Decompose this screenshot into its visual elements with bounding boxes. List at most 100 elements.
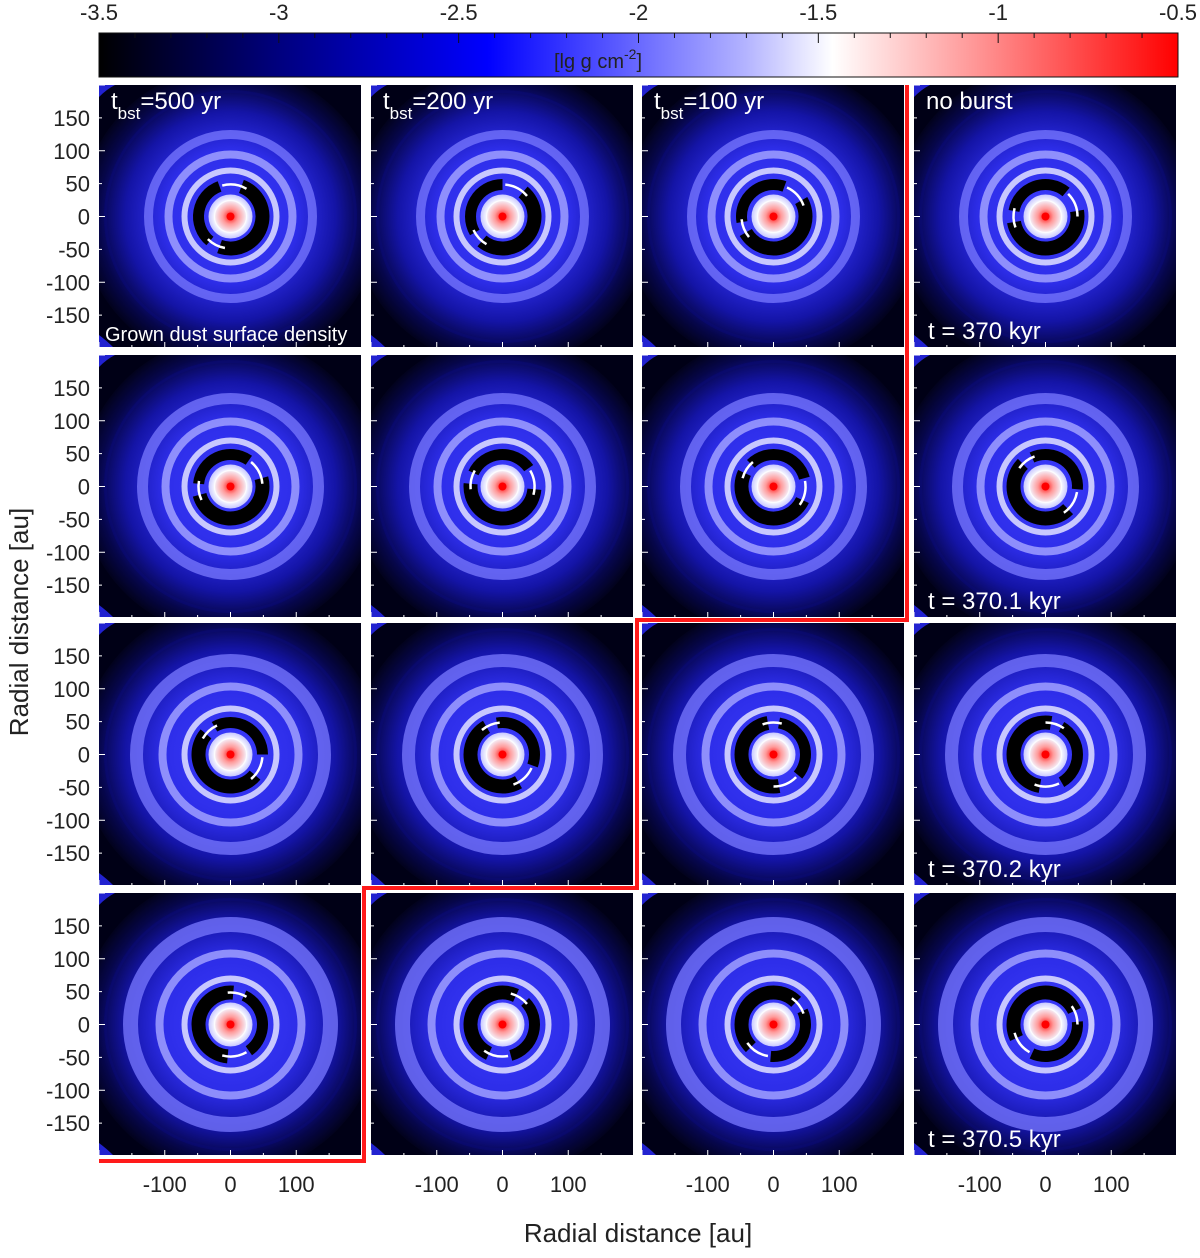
protostar bbox=[498, 482, 507, 491]
protostar bbox=[226, 482, 235, 491]
spiral-arc bbox=[221, 183, 248, 190]
dust-ring bbox=[164, 150, 297, 283]
corner-feature bbox=[371, 355, 387, 367]
y-tick-label: -150 bbox=[46, 573, 90, 598]
spiral-arc bbox=[1012, 207, 1017, 228]
column-title: tbst=100 yr bbox=[654, 88, 764, 123]
dust-ring bbox=[453, 437, 552, 536]
corner-feature bbox=[99, 873, 113, 885]
x-tick-label: -100 bbox=[686, 1172, 730, 1197]
protostar bbox=[769, 1020, 778, 1029]
protostar bbox=[498, 1020, 507, 1029]
dust-gap bbox=[191, 985, 268, 1064]
dust-ring bbox=[181, 167, 280, 266]
dust-ring bbox=[680, 393, 867, 580]
x-tick-label: -100 bbox=[958, 1172, 1002, 1197]
core-ring bbox=[1028, 1007, 1063, 1042]
dust-ring bbox=[453, 705, 552, 804]
colorbar-tick-label: -2.5 bbox=[440, 0, 478, 25]
spiral-arc bbox=[741, 461, 754, 479]
gap-crescent bbox=[1029, 1021, 1083, 1062]
dust-ring bbox=[724, 975, 823, 1074]
y-tick-label: 50 bbox=[66, 710, 90, 735]
time-label: t = 370.2 kyr bbox=[928, 856, 1061, 883]
gap-crescent bbox=[509, 997, 540, 1061]
dust-gap bbox=[734, 449, 810, 526]
colorbar-tick-label: -3.5 bbox=[80, 0, 118, 25]
y-tick-label: -150 bbox=[46, 303, 90, 328]
corner-feature bbox=[914, 1143, 928, 1155]
spiral-arc bbox=[1018, 455, 1036, 469]
spiral-arc bbox=[773, 776, 798, 788]
dust-ring bbox=[938, 917, 1153, 1132]
colorbar-tick-label: -2 bbox=[629, 0, 649, 25]
corner-feature bbox=[371, 893, 387, 905]
gap-crescent bbox=[770, 1008, 811, 1062]
dust-ring bbox=[701, 682, 846, 827]
panel-r1-c3: t = 370.1 kyr bbox=[914, 355, 1176, 617]
gap-crescent bbox=[1029, 449, 1083, 490]
protostar bbox=[498, 212, 507, 221]
spiral-arc bbox=[1034, 782, 1060, 788]
spiral-arc bbox=[786, 186, 805, 207]
x-tick-label: 100 bbox=[550, 1172, 587, 1197]
x-tick-label: 100 bbox=[278, 1172, 315, 1197]
spiral-arc bbox=[510, 992, 528, 1005]
gap-crescent bbox=[465, 179, 503, 236]
dust-ring bbox=[996, 975, 1095, 1074]
x-tick-label: 0 bbox=[224, 1172, 236, 1197]
outer-ring bbox=[919, 628, 1172, 881]
dust-ring bbox=[673, 654, 874, 855]
x-tick-label: -100 bbox=[415, 1172, 459, 1197]
panel-r1-c0 bbox=[99, 355, 361, 617]
dust-ring bbox=[973, 682, 1118, 827]
protostar bbox=[1041, 482, 1050, 491]
outer-ring bbox=[647, 90, 900, 343]
panel-r3-c3: t = 370.5 kyr bbox=[914, 893, 1176, 1155]
corner-feature bbox=[642, 1143, 656, 1155]
colorbar-tick-label: -0.5 bbox=[1159, 0, 1197, 25]
gap-crescent bbox=[777, 717, 811, 779]
gap-crescent bbox=[1006, 985, 1081, 1041]
dust-gap bbox=[191, 717, 268, 794]
dust-ring bbox=[430, 682, 575, 827]
dust-gap bbox=[1006, 715, 1083, 793]
core-ring bbox=[1028, 469, 1063, 504]
protostar bbox=[226, 212, 235, 221]
dust-gap bbox=[734, 985, 811, 1062]
dust-gap bbox=[1006, 449, 1083, 526]
protostar bbox=[769, 212, 778, 221]
dust-gap bbox=[734, 716, 811, 794]
x-tick-label: 0 bbox=[767, 1172, 779, 1197]
spiral-arc bbox=[250, 461, 264, 484]
panel-r2-c0 bbox=[99, 623, 361, 885]
dust-ring bbox=[707, 150, 840, 283]
dust-ring bbox=[123, 917, 338, 1132]
dust-ring bbox=[687, 130, 860, 303]
core-ring bbox=[756, 1007, 791, 1042]
protostar bbox=[769, 750, 778, 759]
dust-ring bbox=[427, 949, 578, 1100]
y-tick-label: 150 bbox=[53, 106, 90, 131]
dust-ring bbox=[704, 417, 843, 556]
corner-feature bbox=[642, 623, 658, 635]
core-ring bbox=[213, 199, 248, 234]
y-tick-label: 100 bbox=[53, 409, 90, 434]
panel-r2-c1 bbox=[371, 623, 633, 885]
gap-crescent bbox=[1007, 209, 1085, 256]
outer-ring bbox=[647, 628, 900, 881]
gap-crescent bbox=[739, 197, 813, 256]
y-tick-label: 150 bbox=[53, 914, 90, 939]
panel-r2-c3: t = 370.2 kyr bbox=[914, 623, 1176, 885]
dust-ring bbox=[395, 917, 610, 1132]
y-tick-label: 0 bbox=[78, 475, 90, 500]
dust-ring bbox=[996, 705, 1095, 804]
corner-feature bbox=[371, 85, 387, 97]
dust-ring bbox=[158, 682, 303, 827]
gap-crescent bbox=[463, 483, 542, 526]
colorbar: -3.5 -3 -2.5 -2 -1.5 -1 -0.5 [lg g cm-2] bbox=[80, 0, 1197, 78]
dust-ring bbox=[453, 975, 552, 1074]
dust-ring bbox=[996, 437, 1095, 536]
gap-crescent bbox=[468, 449, 534, 476]
y-tick-label: -50 bbox=[58, 775, 90, 800]
